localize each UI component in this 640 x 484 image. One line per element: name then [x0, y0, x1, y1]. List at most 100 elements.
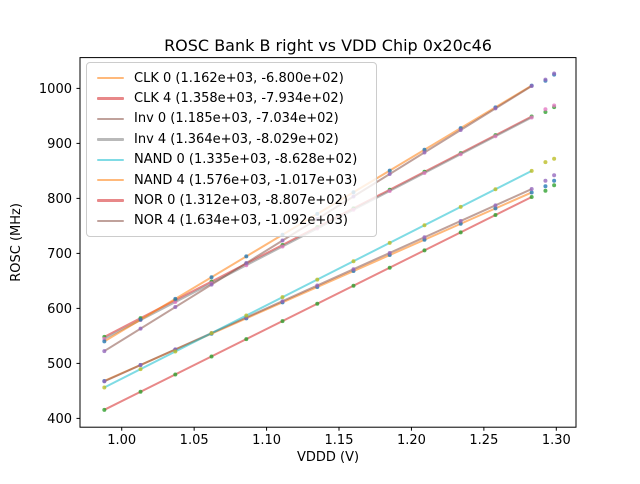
point-clk-4: [543, 110, 548, 115]
x-tick-label: 1.25: [469, 433, 498, 448]
legend-label: NAND 0 (1.335e+03, -8.628e+02): [134, 152, 358, 168]
point-nor-0: [138, 389, 143, 394]
legend-item-inv-4: Inv 4 (1.364e+03, -8.029e+02): [93, 129, 370, 149]
point-nand-0: [244, 313, 249, 318]
point-inv-0: [529, 187, 534, 192]
point-inv-0: [138, 363, 143, 368]
point-nor-4: [493, 106, 498, 111]
point-clk-0: [552, 178, 557, 183]
point-nor-0: [315, 301, 320, 306]
legend-label: Inv 4 (1.364e+03, -8.029e+02): [134, 131, 339, 147]
point-nor-0: [173, 372, 178, 377]
legend: CLK 0 (1.162e+03, -6.800e+02) CLK 4 (1.35…: [86, 62, 377, 238]
y-tick-label: 400: [47, 412, 72, 427]
point-inv-4: [529, 115, 534, 120]
point-nor-0: [351, 283, 356, 288]
legend-line-swatch: [97, 97, 124, 100]
point-clk-0: [543, 184, 548, 189]
point-inv-0: [315, 283, 320, 288]
point-nand-0: [422, 223, 427, 228]
point-nor-0: [209, 354, 214, 359]
point-nand-4: [244, 254, 249, 259]
point-inv-4: [543, 107, 548, 112]
x-tick-label: 1.30: [542, 433, 571, 448]
point-nor-4: [422, 150, 427, 155]
point-nor-4: [543, 77, 548, 82]
legend-item-nand-0: NAND 0 (1.335e+03, -8.628e+02): [93, 150, 370, 170]
data-points-nor-0: [102, 183, 557, 412]
point-nor-0: [458, 230, 463, 235]
point-clk-0: [529, 190, 534, 195]
point-nand-0: [315, 277, 320, 282]
point-nor-0: [529, 194, 534, 199]
x-tick-label: 1.20: [397, 433, 426, 448]
point-nor-4: [244, 261, 249, 266]
point-inv-0: [102, 379, 107, 384]
y-tick-label: 700: [47, 247, 72, 262]
point-nand-4: [138, 317, 143, 322]
point-inv-4: [552, 103, 557, 108]
point-inv-4: [422, 170, 427, 175]
legend-item-nor-4: NOR 4 (1.634e+03, -1.092e+03): [93, 211, 370, 231]
point-nor-0: [102, 407, 107, 412]
y-tick-label: 600: [47, 302, 72, 317]
point-inv-4: [387, 189, 392, 194]
legend-item-nand-4: NAND 4 (1.576e+03, -1.017e+03): [93, 170, 370, 190]
point-inv-4: [173, 300, 178, 305]
point-nand-0: [458, 204, 463, 209]
point-nand-0: [209, 331, 214, 336]
y-tick-label: 900: [47, 137, 72, 152]
point-nor-0: [543, 188, 548, 193]
point-inv-0: [280, 299, 285, 304]
point-nor-4: [209, 282, 214, 287]
x-tick-label: 1.10: [252, 433, 281, 448]
point-nor-4: [102, 349, 107, 354]
point-nor-4: [552, 71, 557, 76]
point-clk-0: [458, 221, 463, 226]
point-nand-0: [529, 168, 534, 173]
legend-label: NOR 4 (1.634e+03, -1.092e+03): [134, 213, 348, 229]
point-nor-4: [173, 305, 178, 310]
axes-frame: [79, 57, 577, 428]
point-nor-4: [280, 238, 285, 243]
point-nand-4: [209, 275, 214, 280]
y-tick-label: 1000: [39, 82, 72, 97]
data-points-nand-0: [102, 156, 557, 390]
point-nor-4: [138, 326, 143, 331]
legend-line-swatch: [97, 138, 124, 141]
legend-label: CLK 0 (1.162e+03, -6.800e+02): [134, 70, 344, 86]
point-nand-0: [387, 240, 392, 245]
legend-line-swatch: [97, 77, 124, 80]
point-nor-0: [280, 319, 285, 324]
point-nor-0: [422, 248, 427, 253]
point-nor-4: [387, 172, 392, 177]
point-inv-4: [280, 244, 285, 249]
point-inv-0: [422, 235, 427, 240]
x-tick-label: 1.05: [180, 433, 209, 448]
point-inv-0: [351, 267, 356, 272]
point-inv-4: [458, 152, 463, 157]
point-clk-0: [493, 206, 498, 211]
y-tick-label: 800: [47, 192, 72, 207]
legend-label: NAND 4 (1.576e+03, -1.017e+03): [134, 172, 358, 188]
y-tick-label: 500: [47, 357, 72, 372]
legend-item-clk-4: CLK 4 (1.358e+03, -7.934e+02): [93, 88, 370, 108]
point-nand-0: [280, 295, 285, 300]
legend-line-swatch: [97, 219, 124, 223]
point-nand-0: [102, 385, 107, 390]
point-nand-0: [543, 160, 548, 165]
x-axis-label: VDDD (V): [297, 450, 359, 465]
legend-label: Inv 0 (1.185e+03, -7.034e+02): [134, 111, 339, 127]
point-nand-0: [138, 367, 143, 372]
point-nor-0: [493, 213, 498, 218]
point-nor-4: [458, 127, 463, 132]
legend-item-inv-0: Inv 0 (1.185e+03, -7.034e+02): [93, 109, 370, 129]
legend-line-swatch: [97, 158, 124, 161]
point-nand-0: [552, 156, 557, 161]
point-nor-0: [387, 265, 392, 270]
legend-label: CLK 4 (1.358e+03, -7.934e+02): [134, 91, 344, 107]
point-inv-0: [458, 219, 463, 224]
legend-line-swatch: [97, 117, 124, 121]
legend-line-swatch: [97, 199, 124, 202]
